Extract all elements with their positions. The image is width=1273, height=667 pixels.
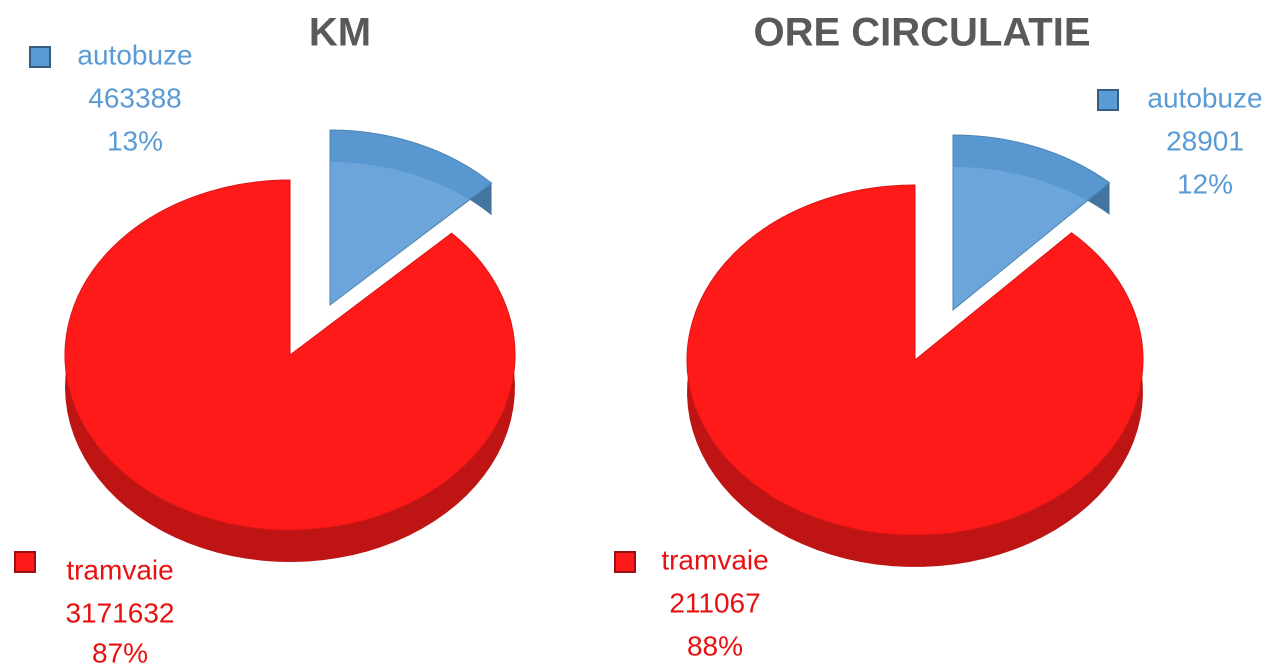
value-label: 211067 bbox=[669, 587, 760, 618]
value-label: 3171632 bbox=[65, 597, 174, 628]
value-label: 28901 bbox=[1166, 125, 1244, 156]
legend-swatch bbox=[614, 551, 636, 573]
value-label: 463388 bbox=[88, 82, 181, 113]
chart-title: ORE CIRCULATIE bbox=[753, 11, 1090, 55]
category-label: autobuze bbox=[77, 39, 192, 70]
percent-label: 13% bbox=[107, 125, 163, 156]
pie-slice bbox=[329, 129, 493, 307]
pie-slice bbox=[64, 179, 516, 531]
percent-label: 88% bbox=[687, 630, 743, 661]
legend-swatch bbox=[1097, 89, 1119, 111]
pie-slice bbox=[952, 134, 1111, 312]
category-label: autobuze bbox=[1147, 82, 1262, 113]
category-label: tramvaie bbox=[66, 554, 173, 585]
percent-label: 87% bbox=[92, 637, 148, 667]
category-label: tramvaie bbox=[661, 544, 768, 575]
legend-swatch bbox=[29, 46, 51, 68]
pie-slice bbox=[686, 184, 1144, 536]
legend-swatch bbox=[14, 551, 36, 573]
percent-label: 12% bbox=[1177, 168, 1233, 199]
chart-title: KM bbox=[309, 11, 371, 55]
